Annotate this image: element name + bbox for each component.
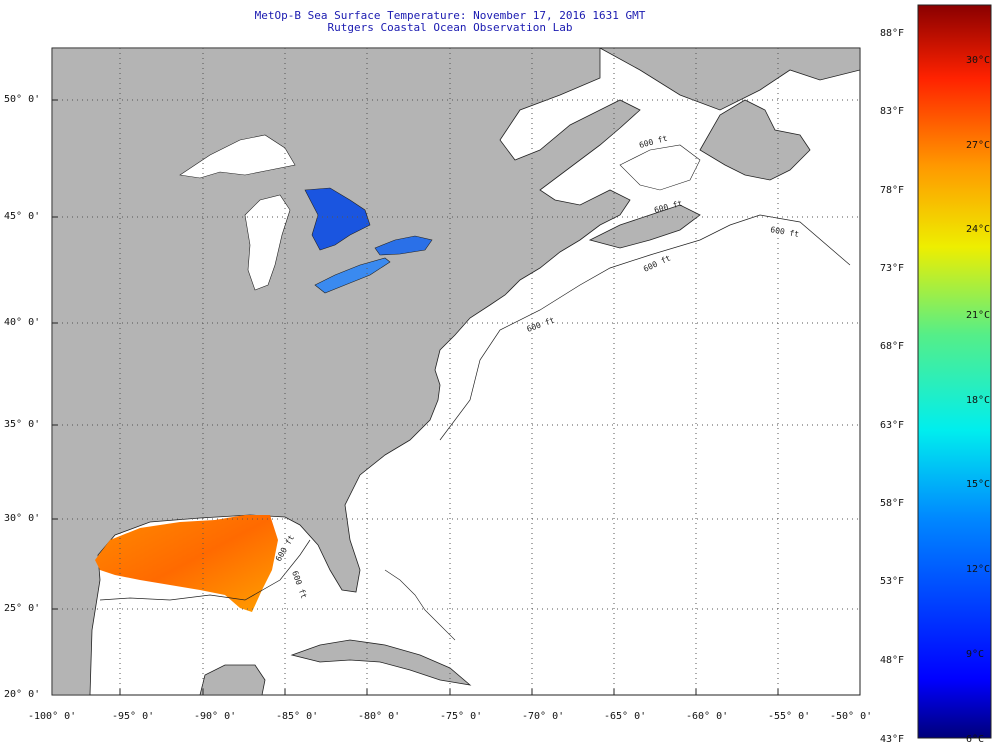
lat-label: 35° 0' xyxy=(4,419,41,430)
lon-label: -100° 0' xyxy=(28,711,77,722)
lon-label: -75° 0' xyxy=(440,711,483,722)
colorbar-f-label: 53°F xyxy=(880,576,905,587)
lat-label: 30° 0' xyxy=(4,513,41,524)
colorbar-f-label: 43°F xyxy=(880,734,905,745)
colorbar-c-label: 12°C xyxy=(966,564,991,575)
colorbar-c-label: 6°C xyxy=(966,734,985,745)
colorbar-f-label: 68°F xyxy=(880,341,905,352)
lon-label: -50° 0' xyxy=(830,711,873,722)
map-subtitle: Rutgers Coastal Ocean Observation Lab xyxy=(327,21,573,34)
isobath-line xyxy=(439,214,851,441)
lake-erie xyxy=(314,257,391,294)
lat-label: 40° 0' xyxy=(4,317,41,328)
gulf-sst-data xyxy=(95,515,278,612)
land-nova-scotia xyxy=(588,204,701,249)
land-bahamas xyxy=(384,569,456,641)
lake-superior xyxy=(179,134,296,179)
land-yucatan xyxy=(199,664,266,695)
colorbar-f-label: 78°F xyxy=(880,185,905,196)
colorbar-f-label: 63°F xyxy=(880,420,905,431)
lon-label: -85° 0' xyxy=(276,711,319,722)
axis-ticks xyxy=(52,99,779,695)
colorbar-c-label: 21°C xyxy=(966,310,991,321)
lon-label: -60° 0' xyxy=(686,711,729,722)
lon-label: -65° 0' xyxy=(604,711,647,722)
gulf-st-lawrence xyxy=(619,144,701,191)
land-cuba xyxy=(290,639,472,686)
colorbar xyxy=(917,4,992,739)
colorbar-c-label: 24°C xyxy=(966,224,991,235)
colorbar-c-label: 18°C xyxy=(966,395,991,406)
colorbar-c-label: 27°C xyxy=(966,140,991,151)
lat-label: 20° 0' xyxy=(4,689,41,700)
lat-label: 50° 0' xyxy=(4,94,41,105)
isobath-line-gulf xyxy=(99,539,311,601)
lon-label: -70° 0' xyxy=(522,711,565,722)
lon-label: -95° 0' xyxy=(112,711,155,722)
colorbar-c-label: 9°C xyxy=(966,649,985,660)
colorbar-f-label: 83°F xyxy=(880,106,905,117)
colorbar-f-label: 73°F xyxy=(880,263,905,274)
lake-ontario xyxy=(374,235,433,256)
colorbar-f-label: 88°F xyxy=(880,28,905,39)
land-newfoundland xyxy=(699,99,811,181)
lat-label: 25° 0' xyxy=(4,603,41,614)
map-title: MetOp-B Sea Surface Temperature: Novembe… xyxy=(254,9,646,22)
lon-label: -90° 0' xyxy=(194,711,237,722)
colorbar-c-label: 30°C xyxy=(966,55,991,66)
lat-label: 45° 0' xyxy=(4,211,41,222)
colorbar-c-label: 15°C xyxy=(966,479,991,490)
lon-label: -80° 0' xyxy=(358,711,401,722)
colorbar-f-label: 58°F xyxy=(880,498,905,509)
lake-michigan xyxy=(244,194,291,291)
lake-huron xyxy=(304,187,371,251)
colorbar-f-label: 48°F xyxy=(880,655,905,666)
lon-label: -55° 0' xyxy=(768,711,811,722)
